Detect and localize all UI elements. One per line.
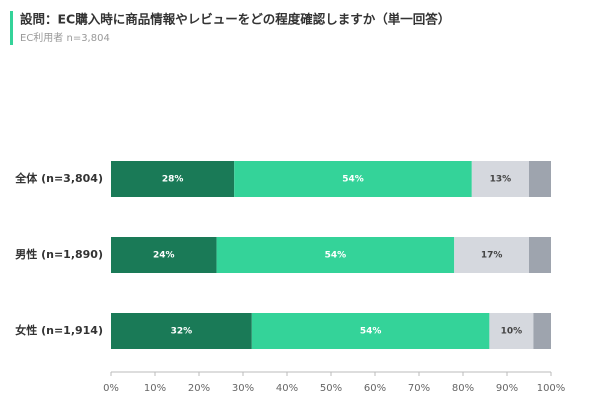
bar-segment <box>489 313 534 349</box>
data-label: 54% <box>360 327 382 337</box>
data-label: 54% <box>342 175 364 185</box>
x-tick-label: 0% <box>103 383 119 394</box>
bar-segment <box>111 161 235 197</box>
x-tick-label: 80% <box>452 383 474 394</box>
x-tick-label: 40% <box>276 383 298 394</box>
title-accent <box>10 11 13 45</box>
bar-segment <box>111 313 252 349</box>
y-tick-label: 女性 (n=1,914) <box>15 323 103 337</box>
chart-title: 設問：EC購入時に商品情報やレビューをどの程度確認しますか（単一回答） <box>20 12 450 27</box>
data-label: 13% <box>490 175 512 185</box>
y-tick-label: 全体 (n=3,804) <box>14 171 103 185</box>
data-label: 17% <box>481 251 503 261</box>
bar-segment <box>529 161 551 197</box>
x-tick-label: 60% <box>364 383 386 394</box>
x-tick-label: 100% <box>537 383 566 394</box>
bar-segment <box>234 161 472 197</box>
x-tick-label: 20% <box>188 383 210 394</box>
data-label: 10% <box>501 327 523 337</box>
x-tick-label: 70% <box>408 383 430 394</box>
bar-segment <box>216 237 455 273</box>
bar-segment <box>454 237 529 273</box>
bar-segment <box>251 313 490 349</box>
bar-segment <box>471 161 529 197</box>
data-label: 32% <box>171 327 193 337</box>
bar-segment <box>529 237 551 273</box>
bar-segment <box>533 313 551 349</box>
chart-subtitle: EC利用者 n=3,804 <box>20 32 110 44</box>
data-label: 54% <box>325 251 347 261</box>
x-tick-label: 10% <box>144 383 166 394</box>
x-tick-label: 30% <box>232 383 254 394</box>
x-tick-label: 50% <box>320 383 342 394</box>
data-label: 24% <box>153 251 175 261</box>
x-tick-label: 90% <box>496 383 518 394</box>
data-label: 28% <box>162 175 184 185</box>
bar-segment <box>111 237 217 273</box>
y-tick-label: 男性 (n=1,890) <box>15 247 103 261</box>
